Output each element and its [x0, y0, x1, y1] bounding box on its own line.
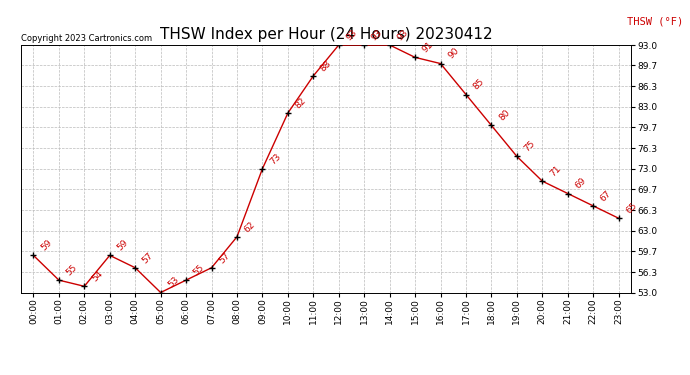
Text: 93: 93	[344, 28, 359, 42]
Text: 55: 55	[192, 263, 206, 278]
Text: 85: 85	[471, 77, 486, 92]
Text: 88: 88	[319, 58, 333, 73]
Text: 62: 62	[242, 220, 257, 234]
Text: 69: 69	[573, 176, 588, 191]
Text: 65: 65	[624, 201, 639, 216]
Text: 93: 93	[395, 28, 410, 42]
Text: 53: 53	[166, 275, 181, 290]
Text: 91: 91	[421, 40, 435, 55]
Text: 59: 59	[39, 238, 53, 253]
Text: Copyright 2023 Cartronics.com: Copyright 2023 Cartronics.com	[21, 33, 152, 42]
Text: 54: 54	[90, 269, 104, 284]
Title: THSW Index per Hour (24 Hours) 20230412: THSW Index per Hour (24 Hours) 20230412	[159, 27, 493, 42]
Text: 90: 90	[446, 46, 460, 61]
Text: 75: 75	[522, 139, 537, 154]
Text: 67: 67	[599, 189, 613, 203]
Text: 59: 59	[115, 238, 130, 253]
Text: 73: 73	[268, 152, 282, 166]
Text: THSW (°F): THSW (°F)	[627, 16, 683, 26]
Text: 80: 80	[497, 108, 511, 123]
Text: 55: 55	[64, 263, 79, 278]
Text: 71: 71	[548, 164, 562, 178]
Text: 82: 82	[293, 96, 308, 110]
Text: 57: 57	[217, 251, 232, 265]
Text: 57: 57	[141, 251, 155, 265]
Text: 93: 93	[370, 28, 384, 42]
